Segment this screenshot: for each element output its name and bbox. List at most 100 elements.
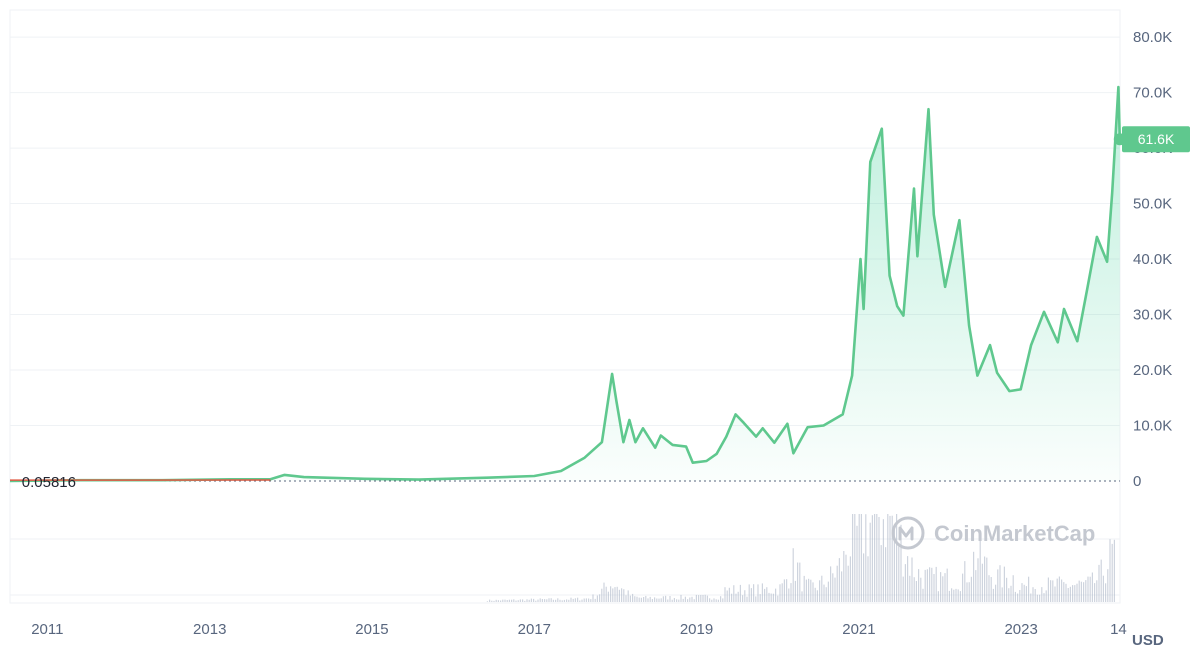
volume-bar bbox=[902, 576, 904, 602]
volume-bar bbox=[548, 598, 550, 602]
volume-bar bbox=[709, 598, 711, 602]
volume-bar bbox=[1063, 582, 1065, 602]
volume-bar bbox=[1061, 579, 1063, 602]
volume-bar bbox=[559, 599, 561, 602]
volume-bar bbox=[997, 569, 999, 602]
volume-bar bbox=[955, 588, 957, 602]
volume-bar bbox=[726, 590, 728, 602]
price-area bbox=[10, 87, 1120, 481]
volume-bar bbox=[1039, 594, 1041, 602]
volume-bar bbox=[634, 596, 636, 602]
volume-bar bbox=[592, 594, 594, 602]
volume-bar bbox=[1041, 587, 1043, 602]
volume-bar bbox=[500, 600, 502, 602]
y-axis: 80.0K70.0K60.0K50.0K40.0K30.0K20.0K10.0K… bbox=[1133, 29, 1172, 490]
volume-bar bbox=[790, 583, 792, 602]
volume-bar bbox=[794, 580, 796, 602]
volume-bar bbox=[700, 595, 702, 602]
volume-bar bbox=[704, 594, 706, 602]
volume-bar bbox=[594, 598, 596, 602]
volume-bar bbox=[612, 588, 614, 602]
volume-bar bbox=[761, 583, 763, 602]
volume-bar bbox=[753, 584, 755, 602]
volume-bar bbox=[944, 573, 946, 602]
x-tick-label: 2017 bbox=[518, 621, 551, 638]
y-tick-label: 80.0K bbox=[1133, 29, 1172, 46]
volume-bar bbox=[654, 597, 656, 602]
volume-bar bbox=[1030, 593, 1032, 602]
volume-bar bbox=[563, 599, 565, 602]
volume-bar bbox=[1072, 585, 1074, 602]
volume-bar bbox=[662, 596, 664, 602]
volume-bar bbox=[977, 558, 979, 602]
volume-bar bbox=[933, 574, 935, 602]
volume-bar bbox=[847, 565, 849, 602]
volume-bar bbox=[1067, 588, 1069, 602]
volume-bar bbox=[975, 570, 977, 602]
volume-bar bbox=[673, 598, 675, 602]
volume-bar bbox=[682, 598, 684, 602]
volume-bar bbox=[706, 595, 708, 602]
volume-bars bbox=[486, 514, 1115, 602]
y-tick-label: 20.0K bbox=[1133, 362, 1172, 379]
coinmarketcap-logo-icon bbox=[891, 516, 925, 550]
volume-bar bbox=[1065, 583, 1067, 602]
volume-bar bbox=[1089, 576, 1091, 602]
volume-bar bbox=[834, 577, 836, 602]
volume-bar bbox=[728, 587, 730, 602]
volume-bar bbox=[733, 585, 735, 602]
volume-bar bbox=[948, 590, 950, 602]
volume-bar bbox=[537, 599, 539, 602]
volume-bar bbox=[852, 514, 854, 602]
volume-bar bbox=[854, 514, 856, 602]
volume-bar bbox=[814, 587, 816, 602]
volume-bar bbox=[1078, 580, 1080, 602]
y-tick-label: 70.0K bbox=[1133, 85, 1172, 102]
volume-bar bbox=[698, 595, 700, 602]
volume-bar bbox=[647, 598, 649, 602]
x-tick-label: 2021 bbox=[842, 621, 875, 638]
x-tick-label: 14 bbox=[1110, 621, 1127, 638]
volume-bar bbox=[946, 568, 948, 602]
volume-bar bbox=[973, 551, 975, 602]
volume-bar bbox=[759, 594, 761, 602]
volume-bar bbox=[832, 573, 834, 602]
volume-bar bbox=[812, 582, 814, 602]
x-tick-label: 2013 bbox=[193, 621, 226, 638]
volume-bar bbox=[629, 595, 631, 602]
volume-bar bbox=[1014, 591, 1016, 602]
volume-bar bbox=[676, 599, 678, 602]
plot-frame bbox=[9, 9, 1121, 604]
volume-bar bbox=[1054, 586, 1056, 602]
volume-bar bbox=[810, 579, 812, 602]
last-price-marker[interactable]: 61.6K bbox=[1113, 126, 1190, 153]
volume-bar bbox=[1032, 587, 1034, 602]
price-line[interactable] bbox=[9, 85, 1122, 483]
volume-bar bbox=[777, 595, 779, 602]
volume-bar bbox=[999, 565, 1001, 602]
volume-bar bbox=[929, 567, 931, 602]
volume-bar bbox=[660, 598, 662, 602]
volume-bar bbox=[590, 599, 592, 602]
volume-bar bbox=[1096, 580, 1098, 602]
volume-bar bbox=[623, 589, 625, 602]
volume-bar bbox=[528, 599, 530, 602]
volume-bar bbox=[625, 595, 627, 602]
volume-bar bbox=[667, 599, 669, 602]
volume-bar bbox=[581, 599, 583, 602]
volume-bar bbox=[607, 591, 609, 602]
volume-bar bbox=[797, 562, 799, 602]
volume-bar bbox=[495, 599, 497, 602]
volume-bar bbox=[962, 573, 964, 602]
y-tick-label: 40.0K bbox=[1133, 251, 1172, 268]
volume-bar bbox=[645, 595, 647, 602]
volume-bar bbox=[711, 599, 713, 602]
volume-bar bbox=[737, 591, 739, 602]
volume-bar bbox=[577, 597, 579, 602]
volume-bar bbox=[744, 590, 746, 602]
volume-bar bbox=[909, 575, 911, 602]
volume-bar bbox=[838, 558, 840, 602]
volume-bar bbox=[680, 594, 682, 602]
volume-bar bbox=[1056, 578, 1058, 602]
